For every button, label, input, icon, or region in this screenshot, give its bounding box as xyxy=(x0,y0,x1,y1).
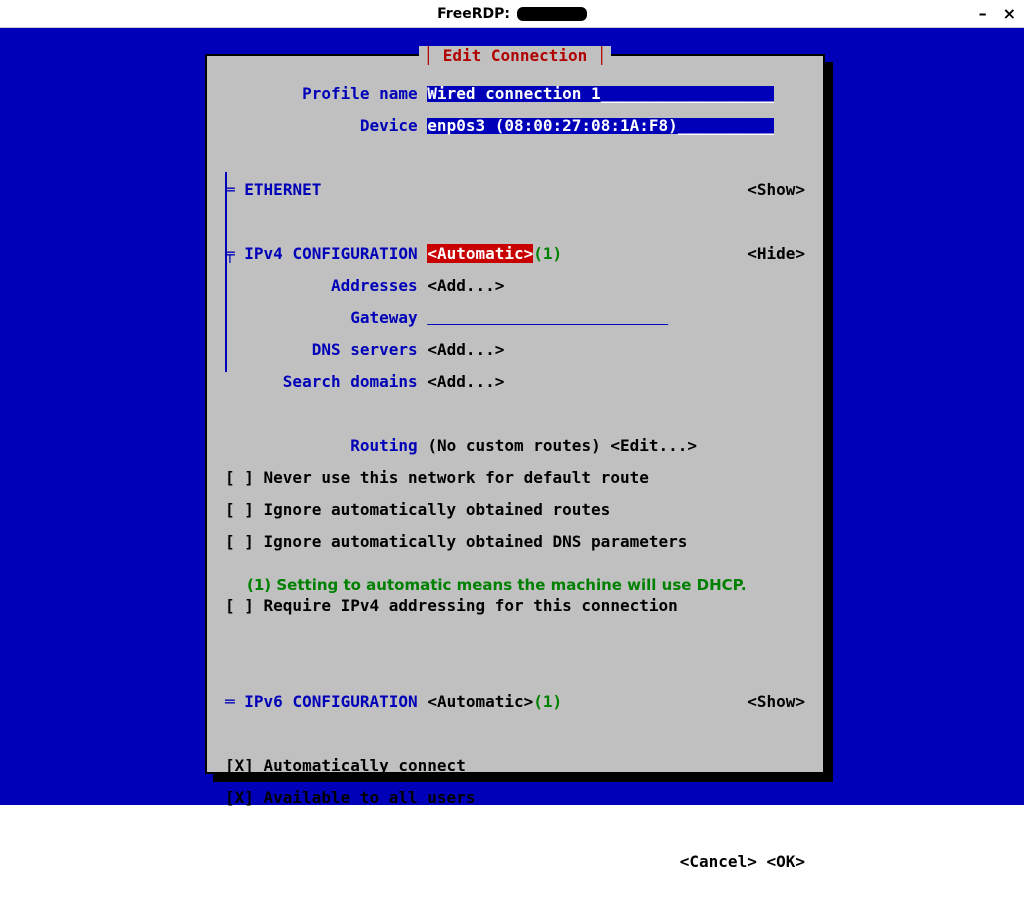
ipv6-mode-select[interactable]: <Automatic> xyxy=(427,692,533,711)
autoconnect-checkbox[interactable]: [X] Automatically connect xyxy=(225,758,805,774)
dialog-title: │ Edit Connection │ xyxy=(419,46,610,65)
terminal-background: │ Edit Connection │ Profile name Wired c… xyxy=(0,28,1024,805)
all-users-checkbox[interactable]: [X] Available to all users xyxy=(225,790,805,806)
ipv4-tree-line xyxy=(225,172,227,372)
routing-edit-button[interactable]: <Edit...> xyxy=(610,436,697,455)
ignore-dns-checkbox[interactable]: [ ] Ignore automatically obtained DNS pa… xyxy=(225,534,805,550)
profile-name-label: Profile name xyxy=(225,84,427,103)
addresses-label: Addresses xyxy=(225,276,427,295)
cancel-button[interactable]: <Cancel> xyxy=(680,852,757,871)
minimize-icon[interactable]: – xyxy=(979,4,987,23)
ipv4-hide-button[interactable]: <Hide> xyxy=(747,246,805,262)
ipv6-section-label: ═ IPv6 CONFIGURATION xyxy=(225,692,427,711)
never-default-checkbox[interactable]: [ ] Never use this network for default r… xyxy=(225,470,805,486)
footnote-text: Setting to automatic means the machine w… xyxy=(271,576,746,594)
ignore-routes-checkbox[interactable]: [ ] Ignore automatically obtained routes xyxy=(225,502,805,518)
close-icon[interactable]: × xyxy=(1003,4,1016,23)
ipv4-footnote-marker: (1) xyxy=(533,244,562,263)
gateway-label: Gateway xyxy=(225,308,427,327)
dialog-content: Profile name Wired connection 1_________… xyxy=(207,56,823,912)
search-add-button[interactable]: <Add...> xyxy=(427,372,504,391)
require-ipv4-checkbox[interactable]: [ ] Require IPv4 addressing for this con… xyxy=(225,598,805,614)
window-title-prefix: FreeRDP: xyxy=(437,6,515,22)
ipv4-section-label: ╤ IPv4 CONFIGURATION xyxy=(225,244,427,263)
gateway-input[interactable] xyxy=(427,308,668,327)
window-titlebar: FreeRDP: – × xyxy=(0,0,1024,28)
dns-add-button[interactable]: <Add...> xyxy=(427,340,504,359)
ok-button[interactable]: <OK> xyxy=(766,852,805,871)
dns-label: DNS servers xyxy=(225,340,427,359)
ipv6-show-button[interactable]: <Show> xyxy=(747,694,805,710)
ipv6-footnote-marker: (1) xyxy=(533,692,562,711)
ipv4-mode-select[interactable]: <Automatic> xyxy=(427,244,533,263)
footnote: (1) Setting to automatic means the machi… xyxy=(247,576,747,594)
ethernet-section-label: ═ ETHERNET xyxy=(225,180,321,199)
addresses-add-button[interactable]: <Add...> xyxy=(427,276,504,295)
routing-value: (No custom routes) xyxy=(427,436,600,455)
routing-label: Routing xyxy=(225,436,427,455)
device-input[interactable]: enp0s3 (08:00:27:08:1A:F8)__________ xyxy=(427,118,774,134)
search-domains-label: Search domains xyxy=(225,372,427,391)
footnote-marker: (1) xyxy=(247,576,271,594)
edit-connection-dialog: │ Edit Connection │ Profile name Wired c… xyxy=(205,54,825,774)
window-title: FreeRDP: xyxy=(437,6,587,22)
profile-name-input[interactable]: Wired connection 1__________________ xyxy=(427,86,774,102)
redacted-host xyxy=(517,7,587,21)
ethernet-show-button[interactable]: <Show> xyxy=(747,182,805,198)
device-label: Device xyxy=(225,116,427,135)
